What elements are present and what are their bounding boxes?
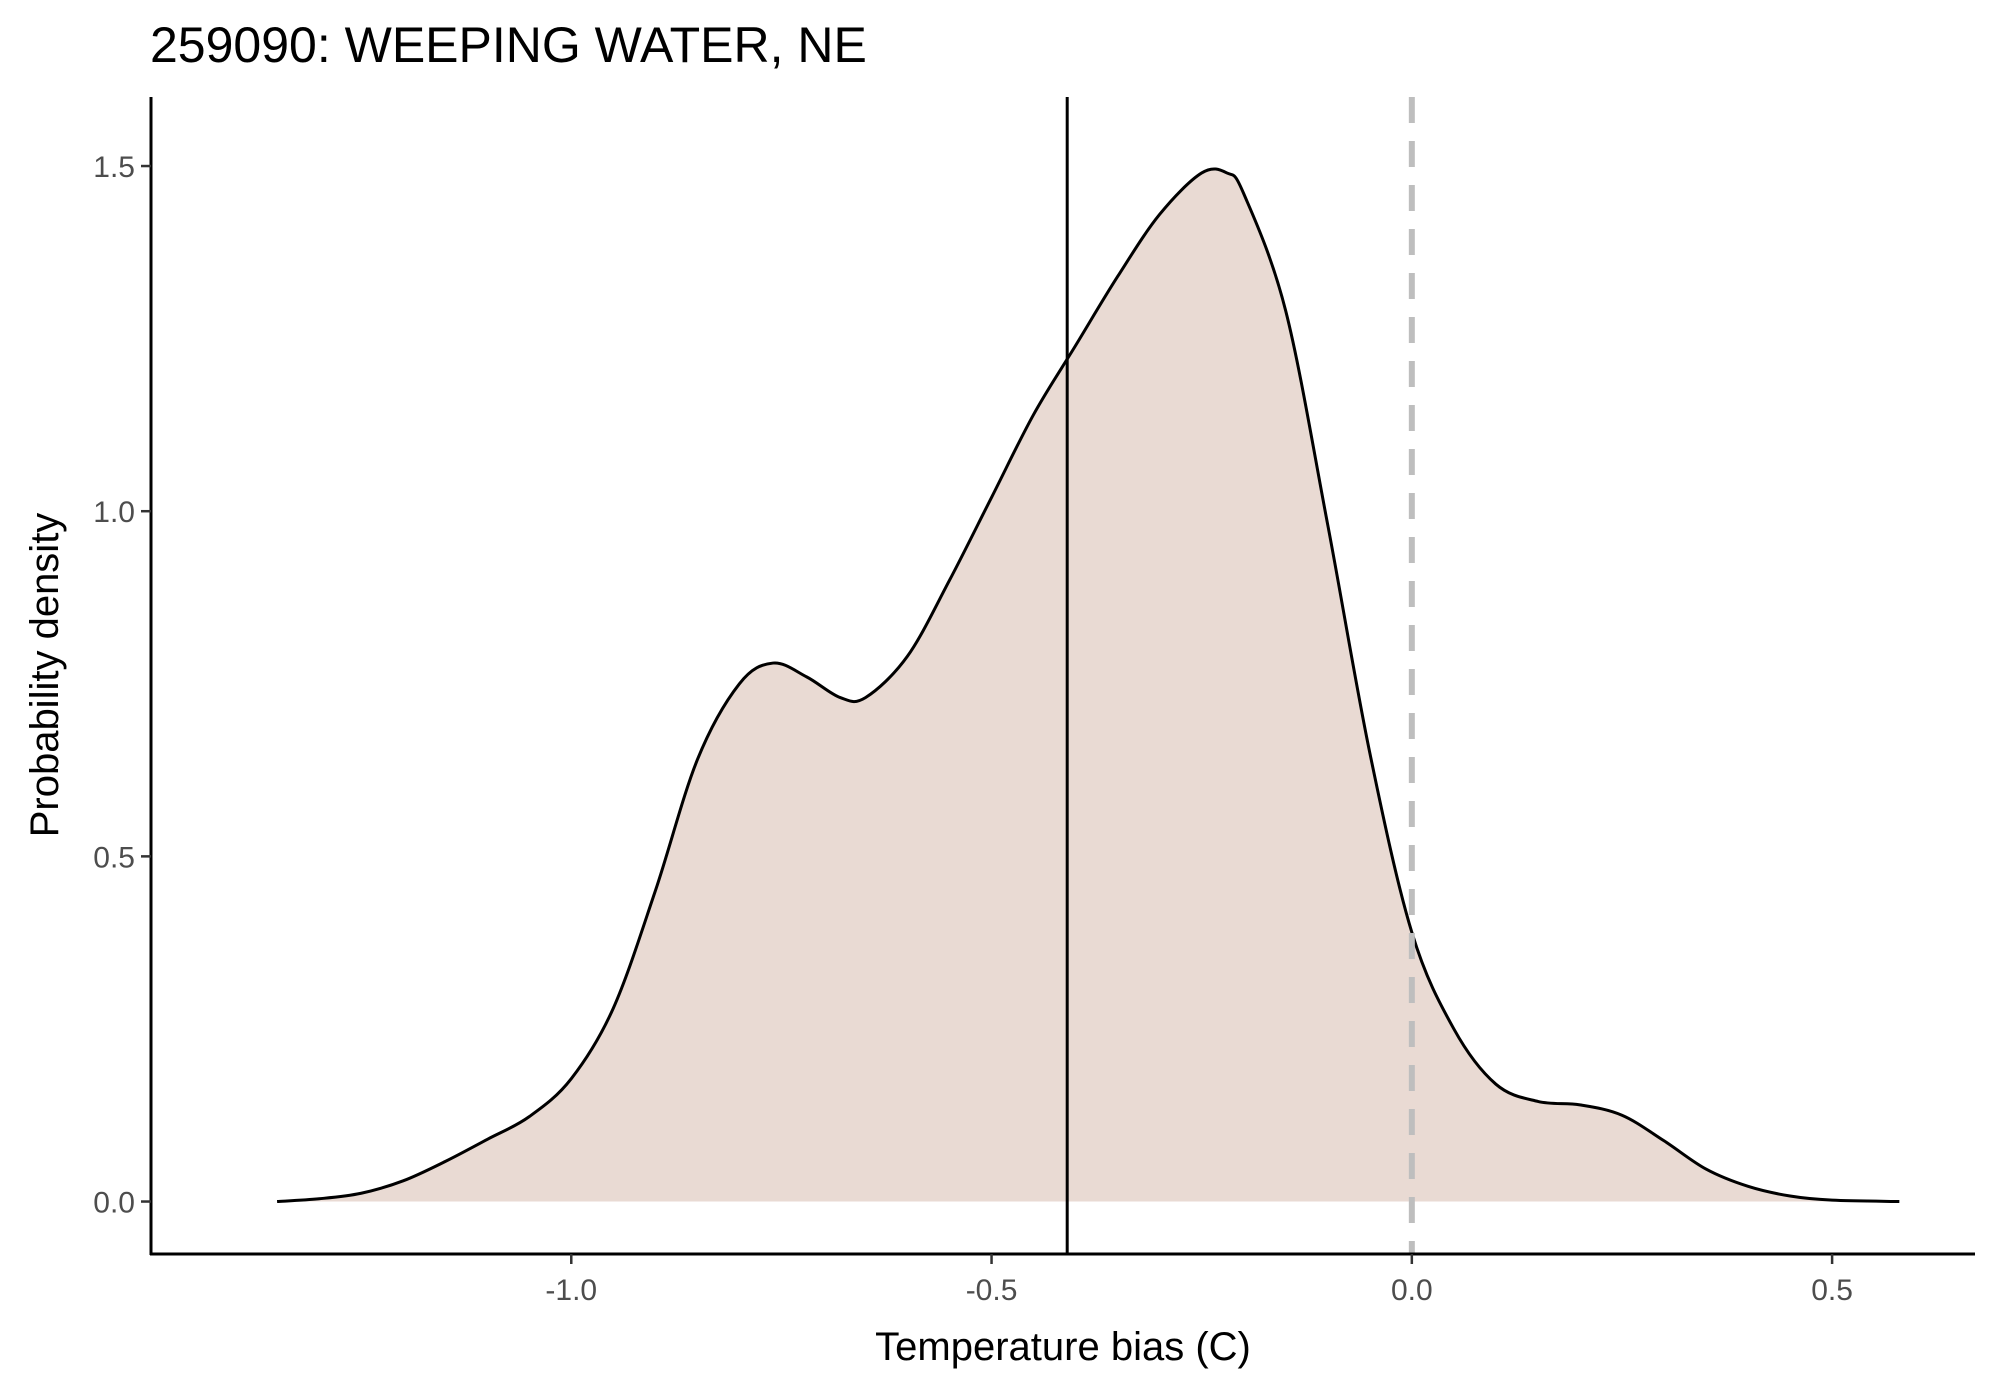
x-tick-label: -1.0 xyxy=(545,1274,597,1307)
y-axis-title: Probability density xyxy=(23,513,67,838)
x-tick-label: 0.0 xyxy=(1391,1274,1433,1307)
axes xyxy=(149,97,1975,1256)
chart-title: 259090: WEEPING WATER, NE xyxy=(150,17,867,73)
density-curve xyxy=(276,167,1900,1204)
plot-area xyxy=(276,97,1900,1254)
density-area xyxy=(277,168,1900,1202)
ticks: -1.0 -0.5 0.0 0.5 0.0 0.5 1.0 1.5 xyxy=(93,151,1853,1307)
x-tick-label: -0.5 xyxy=(966,1274,1018,1307)
y-tick-label: 1.0 xyxy=(93,496,135,529)
y-tick-label: 0.5 xyxy=(93,841,135,874)
y-tick-label: 1.5 xyxy=(93,151,135,184)
y-tick-label: 0.0 xyxy=(93,1187,135,1220)
x-tick-label: 0.5 xyxy=(1811,1274,1853,1307)
x-axis-title: Temperature bias (C) xyxy=(875,1325,1251,1369)
